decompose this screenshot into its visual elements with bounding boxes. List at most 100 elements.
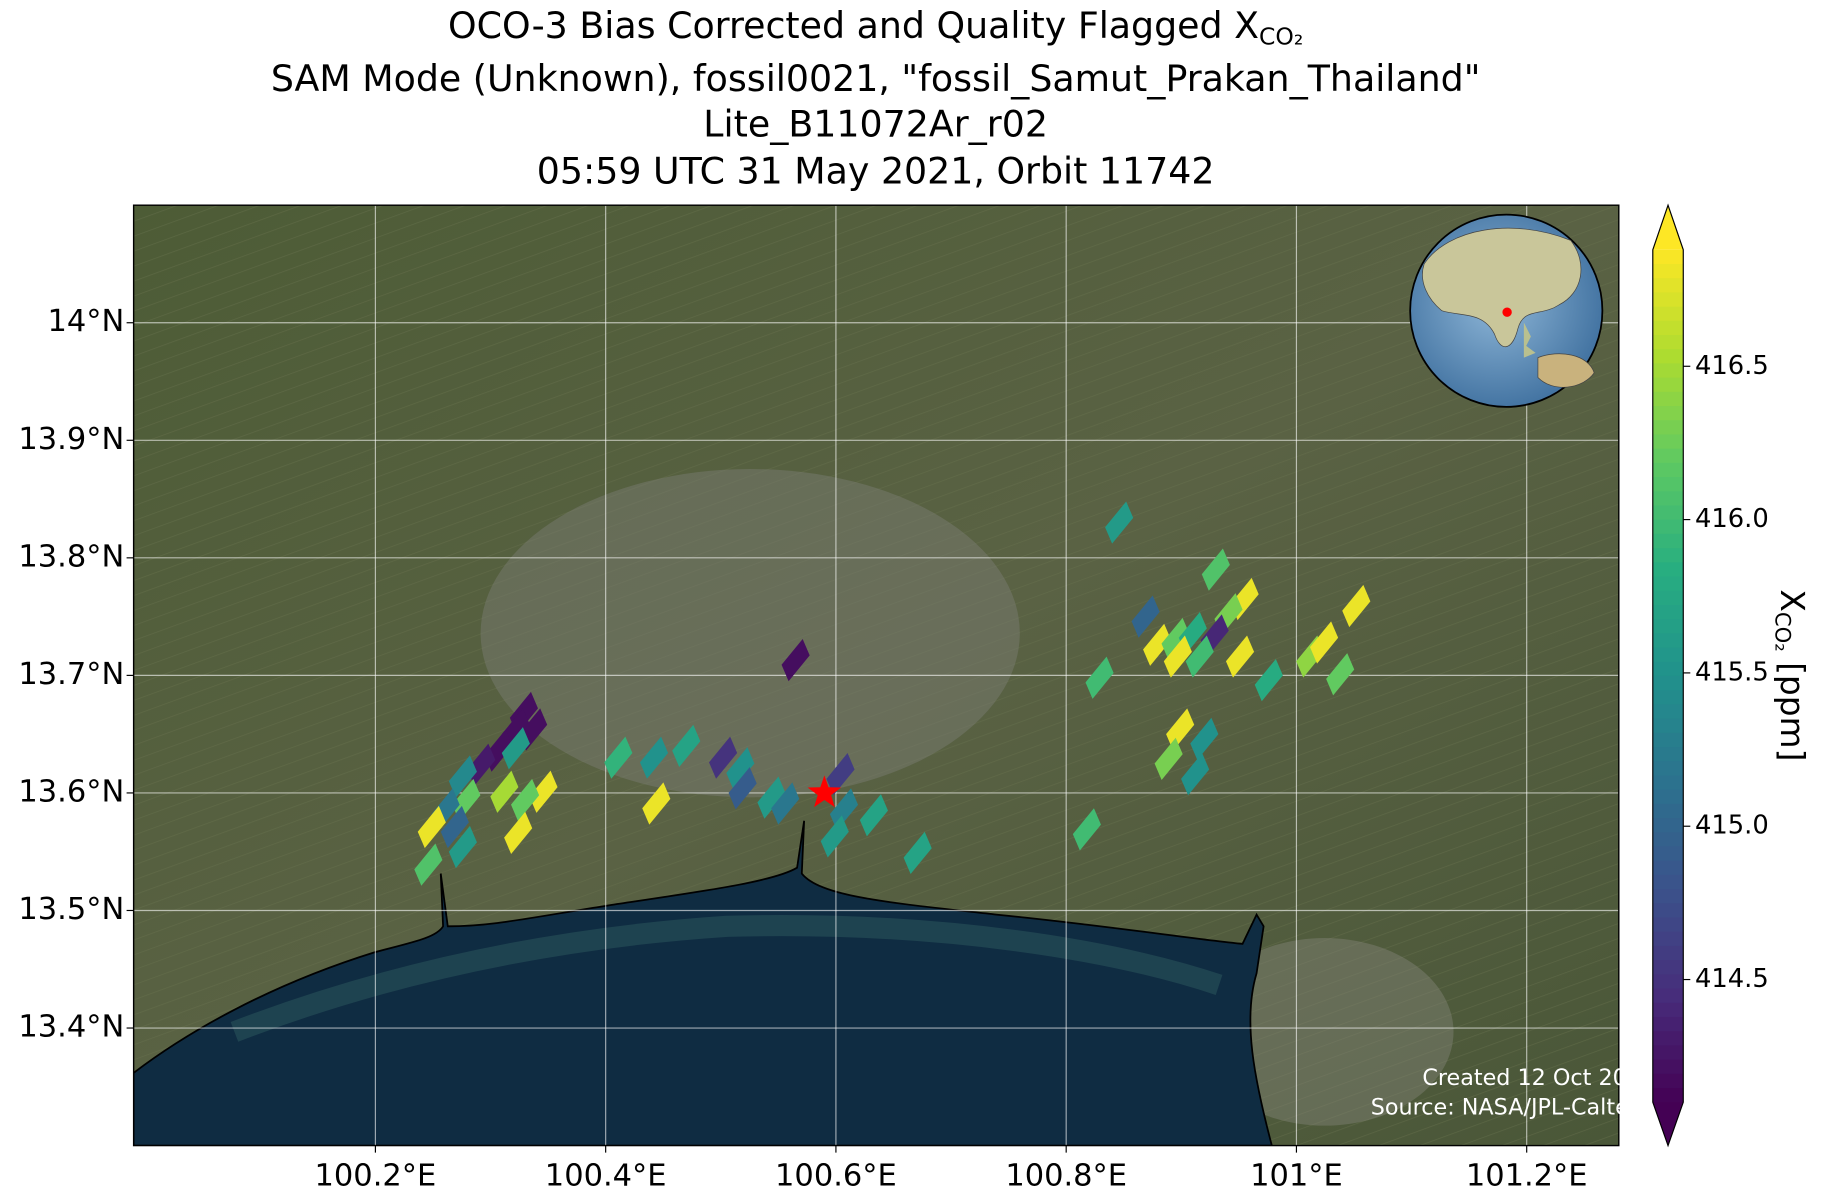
colorbar-segment [1652,1002,1684,1018]
title-line: SAM Mode (Unknown), fossil0021, "fossil_… [271,57,1481,100]
sounding [1163,635,1192,678]
colorbar-segment [1652,420,1684,436]
colorbar-segment [1652,363,1684,379]
colorbar-segment [1652,846,1684,862]
sounding [1254,658,1283,702]
soundings [414,501,1371,886]
sounding [1143,623,1172,666]
sounding [859,794,888,837]
shallow-water [230,915,1223,1042]
colorbar-segment [1652,917,1684,933]
colorbar-segment [1652,661,1684,677]
colorbar-segment [1652,292,1684,308]
colorbar-segment [1652,619,1684,635]
colorbar-segment [1652,803,1684,819]
sounding [501,727,530,770]
colorbar-tick-label: 414.5 [1695,964,1769,994]
sounding [529,770,558,813]
sounding [440,805,469,849]
colorbar-segment [1652,448,1684,464]
credit: Created 12 Oct 2024 [1422,1065,1655,1091]
colorbar-segment [1652,647,1684,663]
colorbar-segment [1652,732,1684,748]
y-tick-label: 13.4°N [18,1010,124,1045]
colorbar-segment [1652,306,1684,322]
title-line: Lite_B11072Ar_r02 [703,103,1048,146]
colorbar-segment [1652,1087,1684,1103]
colorbar-segment [1652,533,1684,549]
title-text: OCO-3 Bias Corrected and Quality Flagged… [448,4,1259,47]
colorbar-label-subscript: CO₂ [1771,612,1796,652]
colorbar-segment [1652,747,1684,762]
sounding [604,736,633,779]
colorbar-segment [1652,704,1684,720]
colorbar-segment [1652,860,1684,876]
colorbar-segment [1652,889,1684,904]
title-subscript: CO₂ [1259,22,1303,50]
colorbar-segment [1652,477,1684,492]
sounding [1190,717,1219,760]
colorbar-tick-label: 416.5 [1695,351,1769,381]
sounding [1181,753,1210,796]
globe-land [1422,227,1582,347]
colorbar: 414.5 415.0 415.5 416.0 416.5 [1652,203,1769,1148]
colorbar-segment [1652,690,1684,706]
title-line: 05:59 UTC 31 May 2021, Orbit 11742 [537,150,1215,193]
colorbar-segment [1652,960,1684,976]
sounding [1131,595,1160,638]
colorbar-segment [1652,462,1684,478]
sounding [709,736,738,779]
colorbar-segment [1652,974,1684,990]
colorbar-segment [1652,789,1684,805]
colorbar-segment [1652,505,1684,521]
sounding [726,747,755,790]
colorbar-segment [1652,775,1684,791]
colorbar-segment [1652,334,1684,350]
colorbar-tick-label: 415.0 [1695,811,1769,841]
sounding [1201,548,1230,591]
colorbar-extend-min [1652,1102,1684,1146]
sounding [1161,617,1190,661]
sounding [728,767,757,810]
colorbar-segment [1652,1073,1684,1089]
colorbar-segment [1652,590,1684,606]
colorbar-segment [1652,874,1684,890]
colorbar-segment [1652,278,1684,294]
urban-area [480,469,1020,798]
sounding [448,755,477,798]
map-frame [132,204,1620,1147]
colorbar-segment [1652,548,1684,564]
x-tick-label: 100.2°E [315,1159,437,1194]
sounding [1166,708,1195,751]
sounding [448,825,477,869]
urban-area [1195,938,1454,1126]
sounding [1342,584,1371,628]
sounding [511,778,540,822]
x-tick-label: 100.6°E [775,1159,897,1194]
sounding [1225,635,1255,678]
colorbar-segment [1652,675,1684,691]
colorbar-segment [1652,406,1684,421]
colorbar-segment [1652,391,1684,407]
sounding [829,788,859,831]
colorbar-segment [1652,931,1684,947]
colorbar-segment [1652,761,1684,777]
colorbar-extend-max [1652,205,1684,250]
sounding [417,805,446,849]
sounding [1105,501,1134,544]
sounding [642,782,671,825]
sounding [1154,737,1183,780]
title-line: OCO-3 Bias Corrected and Quality Flagged… [448,4,1303,50]
sounding [1326,653,1355,696]
y-tick-label: 13.7°N [18,657,124,692]
colorbar-tick-label: 416.0 [1695,504,1769,534]
colorbar-segment [1652,562,1684,578]
x-tick-label: 101.2°E [1466,1159,1588,1194]
x-tick-label: 100.8°E [1005,1159,1127,1194]
annotations [807,307,1512,808]
sea [133,820,1273,1146]
colorbar-segment [1652,718,1684,734]
credit: Source: NASA/JPL-Caltech [1371,1095,1655,1121]
sounding [504,811,533,855]
y-tick-label: 13.6°N [18,774,124,809]
